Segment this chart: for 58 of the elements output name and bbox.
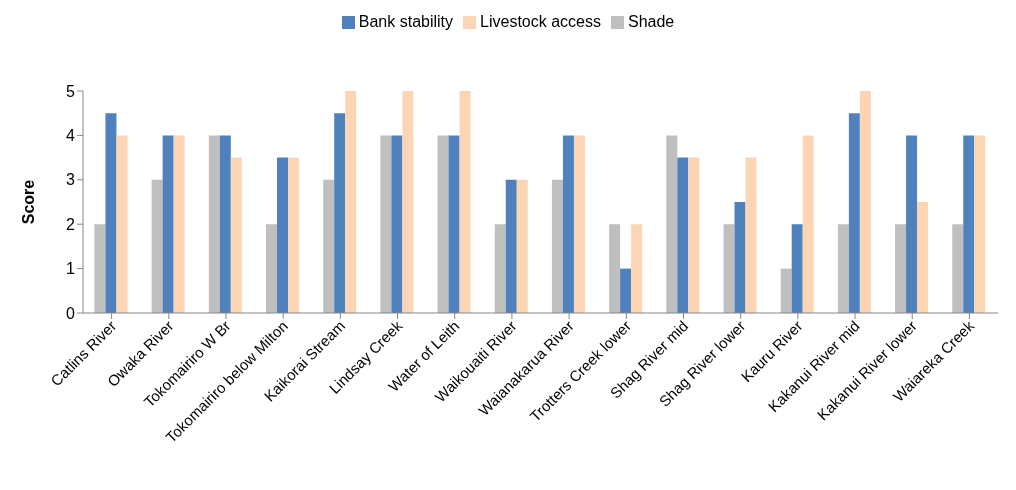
bar — [917, 202, 929, 313]
bar — [230, 157, 242, 313]
bar — [459, 91, 471, 313]
bar — [219, 135, 231, 313]
bar — [391, 135, 403, 313]
bar — [437, 135, 449, 313]
y-axis-title: Score — [19, 179, 37, 225]
bar — [677, 157, 689, 313]
bar — [494, 224, 506, 313]
legend-label: Bank stability — [358, 13, 454, 30]
bar — [573, 135, 585, 313]
bar — [562, 135, 574, 313]
bar — [162, 135, 174, 313]
bar — [952, 224, 964, 313]
bar — [448, 135, 460, 313]
bar — [505, 179, 517, 313]
y-tick-label: 3 — [66, 171, 76, 189]
legend-label: Shade — [627, 13, 675, 30]
bar — [609, 224, 621, 313]
bar — [631, 224, 643, 313]
y-tick-label: 5 — [66, 82, 76, 100]
y-tick-label: 0 — [66, 304, 76, 322]
y-tick-label: 2 — [66, 215, 76, 233]
bar — [116, 135, 128, 313]
bar — [688, 157, 700, 313]
bar — [963, 135, 975, 313]
bar — [848, 113, 860, 313]
bar — [906, 135, 918, 313]
bar — [288, 157, 299, 313]
bar — [380, 135, 392, 313]
bar — [94, 224, 106, 313]
bar — [402, 91, 414, 313]
bar — [105, 113, 117, 313]
bar — [666, 135, 678, 313]
y-tick-label: 4 — [66, 127, 76, 145]
bar — [780, 268, 792, 313]
bar — [516, 179, 528, 313]
bar — [173, 135, 185, 313]
bar — [266, 224, 277, 313]
bar — [859, 91, 871, 313]
bar — [791, 224, 803, 313]
bar — [734, 202, 746, 313]
bar — [323, 179, 335, 313]
bar — [208, 135, 220, 313]
bar — [723, 224, 735, 313]
bar — [345, 91, 357, 313]
bar — [277, 157, 288, 313]
bar — [802, 135, 814, 313]
bar — [895, 224, 907, 313]
bar — [551, 179, 563, 313]
bar — [745, 157, 757, 313]
bar — [620, 268, 632, 313]
bar — [334, 113, 346, 313]
bar — [837, 224, 849, 313]
legend-label: Livestock access — [480, 13, 601, 30]
bar — [151, 179, 163, 313]
y-tick-label: 1 — [66, 260, 76, 278]
bar — [974, 135, 986, 313]
